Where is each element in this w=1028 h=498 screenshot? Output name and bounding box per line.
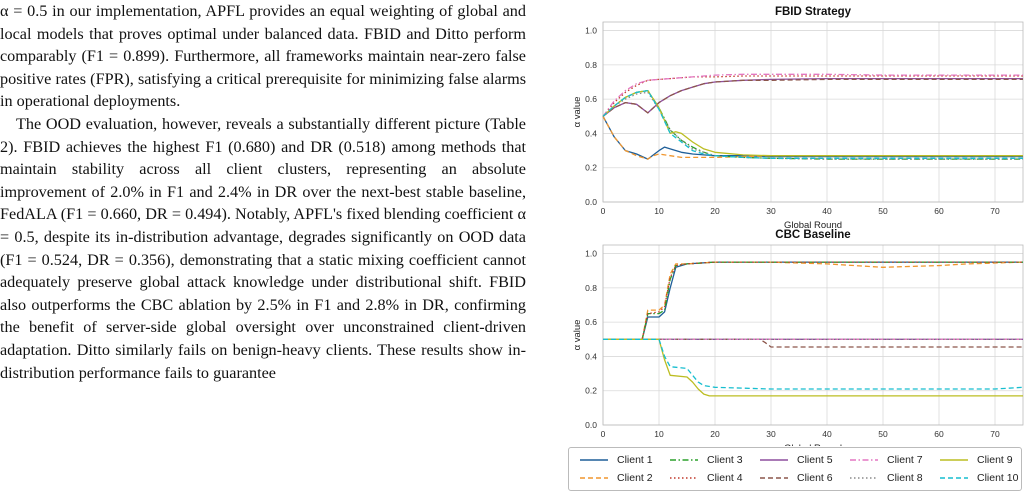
cbc-series-client-9 — [603, 338, 1023, 397]
legend-item: Client 3 — [669, 451, 759, 469]
cbc-y-tick-label: 1.0 — [585, 249, 597, 259]
legend-label: Client 1 — [617, 454, 653, 466]
legend-swatch — [670, 477, 698, 479]
cbc-x-axis-label: Global Round — [784, 443, 842, 446]
legend-item: Client 7 — [849, 451, 939, 469]
legend-label: Client 5 — [797, 454, 833, 466]
legend-swatch — [580, 459, 608, 461]
fbid-x-tick-label: 0 — [601, 206, 606, 216]
legend-swatch — [670, 459, 698, 461]
fbid-series-client-4 — [602, 75, 1023, 117]
cbc-y-tick-label: 0.6 — [585, 317, 597, 327]
legend-label: Client 2 — [617, 472, 653, 484]
legend-item: Client 2 — [579, 469, 669, 487]
legend-label: Client 7 — [887, 454, 923, 466]
legend-label: Client 3 — [707, 454, 743, 466]
fbid-x-tick-label: 40 — [822, 206, 832, 216]
legend-item: Client 4 — [669, 469, 759, 487]
fbid-series-client-7 — [602, 73, 1023, 117]
fbid-series-client-6 — [602, 78, 1023, 117]
cbc-x-tick-label: 10 — [654, 429, 664, 439]
legend-label: Client 6 — [797, 472, 833, 484]
legend-item: Client 1 — [579, 451, 669, 469]
fbid-series-client-1 — [602, 115, 1023, 160]
fbid-series-client-2 — [602, 115, 1023, 160]
cbc-x-tick-label: 50 — [878, 429, 888, 439]
legend-item: Client 9 — [939, 451, 1028, 469]
fbid-plot-frame — [602, 21, 1024, 203]
legend-swatch — [940, 477, 968, 479]
cbc-x-tick-label: 0 — [601, 429, 606, 439]
fbid-x-tick-label: 10 — [654, 206, 664, 216]
fbid-series-client-9 — [602, 89, 1023, 157]
legend-swatch — [760, 477, 788, 479]
legend-item: Client 8 — [849, 469, 939, 487]
fbid-x-tick-label: 30 — [766, 206, 776, 216]
legend-label: Client 9 — [977, 454, 1013, 466]
fbid-x-tick-label: 60 — [934, 206, 944, 216]
body-text-column: α = 0.5 in our implementation, APFL prov… — [0, 2, 526, 382]
cbc-x-tick-label: 70 — [990, 429, 1000, 439]
fbid-x-tick-label: 20 — [710, 206, 720, 216]
legend-swatch — [940, 459, 968, 461]
cbc-x-tick-label: 40 — [822, 429, 832, 439]
cbc-y-tick-label: 0.8 — [585, 283, 597, 293]
cbc-y-tick-label: 0.4 — [585, 351, 597, 361]
legend-label: Client 4 — [707, 472, 743, 484]
fbid-y-tick-label: 0.6 — [585, 94, 597, 104]
cbc-x-tick-label: 20 — [710, 429, 720, 439]
alpha-charts-svg: 0.0 0.2 0.4 0.6 0.8 1.0 0 10 20 30 40 50 60 70 FBID St… — [572, 6, 1024, 454]
cbc-plot-area — [603, 245, 1023, 425]
fbid-series-client-8 — [602, 91, 1023, 160]
fbid-y-tick-label: 0.2 — [585, 163, 597, 173]
cbc-y-tick-label: 0.0 — [585, 420, 597, 430]
cbc-y-tick-label: 0.2 — [585, 386, 597, 396]
paragraph-ood-evaluation: The OOD evaluation, however, reveals a s… — [0, 114, 526, 382]
fbid-x-axis-label: Global Round — [784, 220, 842, 231]
cbc-series-client-4 — [603, 261, 1023, 340]
legend-swatch — [760, 459, 788, 461]
fbid-y-tick-label: 0.8 — [585, 60, 597, 70]
chart-legend: Client 1 Client 2 Client 3 Client 4 Client 5… — [568, 447, 1022, 491]
fbid-plot-area — [603, 22, 1023, 202]
fbid-y-axis-label: α value — [572, 97, 583, 128]
fbid-y-tick-label: 0.0 — [585, 197, 597, 207]
paragraph-apfl-results: α = 0.5 in our implementation, APFL prov… — [0, 2, 526, 111]
cbc-y-axis-label: α value — [572, 320, 583, 351]
legend-label: Client 8 — [887, 472, 923, 484]
legend-swatch — [850, 459, 878, 461]
figure-alpha-trajectories: 0.0 0.2 0.4 0.6 0.8 1.0 0 10 20 30 40 50 60 70 FBID St… — [548, 0, 1028, 498]
cbc-plot-frame — [602, 244, 1024, 426]
fbid-series-client-10 — [602, 89, 1023, 159]
fbid-x-tick-label: 50 — [878, 206, 888, 216]
legend-swatch — [850, 477, 878, 479]
legend-item: Client 6 — [759, 469, 849, 487]
fbid-y-tick-label: 1.0 — [585, 26, 597, 36]
legend-label: Client 10 — [977, 472, 1019, 484]
fbid-chart-title: FBID Strategy — [775, 6, 852, 18]
fbid-y-tick-label: 0.4 — [585, 128, 597, 138]
cbc-chart-title: CBC Baseline — [775, 229, 850, 241]
legend-item: Client 5 — [759, 451, 849, 469]
legend-swatch — [580, 477, 608, 479]
legend-item: Client 10 — [939, 469, 1028, 487]
cbc-x-tick-label: 60 — [934, 429, 944, 439]
cbc-x-tick-label: 30 — [766, 429, 776, 439]
fbid-x-tick-label: 70 — [990, 206, 1000, 216]
